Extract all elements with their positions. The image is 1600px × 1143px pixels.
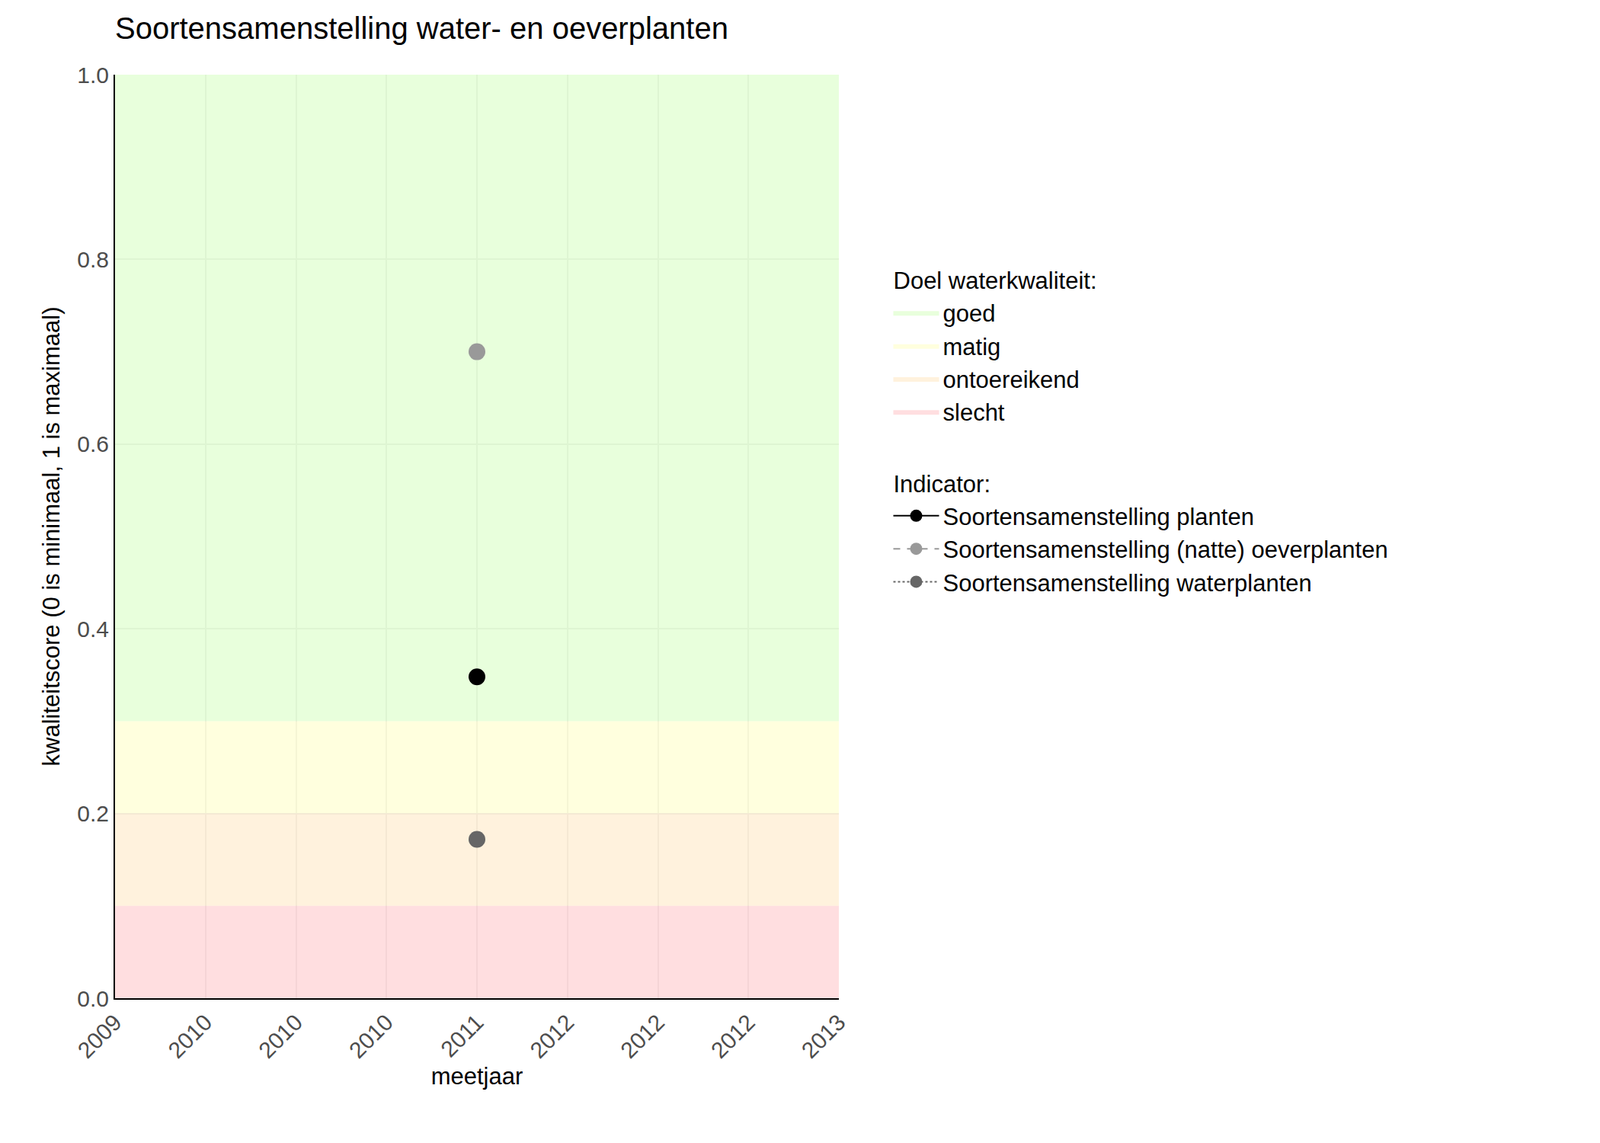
svg-text:Indicator:: Indicator: bbox=[893, 470, 992, 498]
svg-text:0.6: 0.6 bbox=[76, 431, 109, 457]
svg-text:2010: 2010 bbox=[253, 1009, 308, 1064]
svg-text:slecht: slecht bbox=[943, 399, 1005, 426]
svg-text:Soortensamenstelling water- en: Soortensamenstelling water- en oeverplan… bbox=[115, 11, 729, 45]
svg-text:0.4: 0.4 bbox=[76, 616, 109, 642]
svg-text:1.0: 1.0 bbox=[76, 62, 109, 88]
svg-text:Soortensamenstelling planten: Soortensamenstelling planten bbox=[943, 503, 1255, 531]
svg-text:matig: matig bbox=[943, 333, 1002, 361]
svg-text:Doel waterkwaliteit:: Doel waterkwaliteit: bbox=[893, 267, 1098, 295]
svg-text:goed: goed bbox=[943, 300, 996, 327]
svg-text:2012: 2012 bbox=[615, 1009, 670, 1064]
svg-text:2012: 2012 bbox=[706, 1009, 761, 1064]
svg-text:Soortensamenstelling (natte) o: Soortensamenstelling (natte) oeverplante… bbox=[943, 536, 1389, 564]
svg-text:2013: 2013 bbox=[796, 1009, 851, 1064]
svg-text:ontoereikend: ontoereikend bbox=[943, 366, 1080, 394]
svg-text:2011: 2011 bbox=[435, 1009, 489, 1063]
svg-text:0.8: 0.8 bbox=[76, 246, 109, 272]
svg-text:2009: 2009 bbox=[72, 1009, 127, 1064]
svg-text:Soortensamenstelling waterplan: Soortensamenstelling waterplanten bbox=[943, 569, 1312, 597]
svg-text:meetjaar: meetjaar bbox=[431, 1062, 524, 1090]
svg-text:0.2: 0.2 bbox=[76, 800, 109, 826]
svg-text:0.0: 0.0 bbox=[76, 985, 109, 1012]
svg-text:2010: 2010 bbox=[344, 1009, 399, 1064]
svg-text:kwaliteitscore (0 is minimaal,: kwaliteitscore (0 is minimaal, 1 is maxi… bbox=[38, 307, 65, 767]
svg-text:2010: 2010 bbox=[163, 1009, 218, 1064]
svg-text:2012: 2012 bbox=[524, 1009, 580, 1064]
